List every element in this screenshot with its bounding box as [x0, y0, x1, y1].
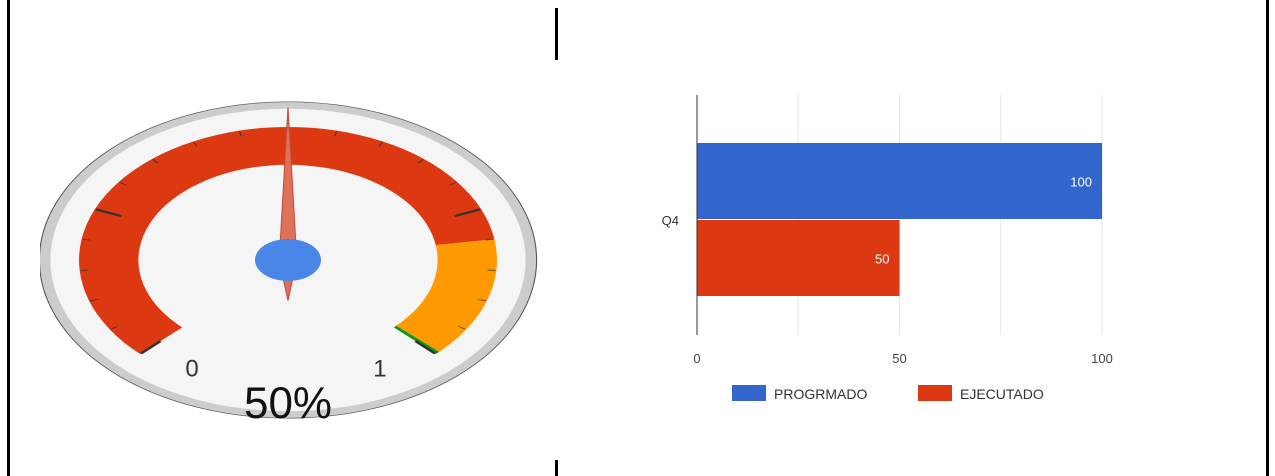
gauge-value-label: 50% — [244, 379, 332, 428]
bar-ejecutado — [697, 220, 900, 296]
gauge-band-2 — [393, 325, 440, 355]
legend-swatch — [732, 385, 766, 401]
gauge-min-label: 0 — [185, 355, 198, 382]
bar-progrmado — [697, 143, 1102, 219]
legend-label: EJECUTADO — [960, 386, 1044, 402]
gauge-minor-tick — [238, 131, 242, 137]
gauge-minor-tick — [119, 181, 127, 186]
x-tick-label: 100 — [1091, 351, 1113, 366]
gauge-band-1 — [396, 239, 497, 352]
gauge-minor-tick — [193, 141, 198, 147]
bar-chart: 100 50 0 50 100 Q4 PROGRMADO EJECUTADO — [640, 90, 1140, 420]
gauge-minor-tick — [152, 159, 159, 164]
gauge-band-0 — [79, 126, 495, 355]
gauge-major-tick — [139, 340, 162, 355]
category-label: Q4 — [662, 213, 679, 228]
divider-line-bottom — [555, 460, 558, 476]
gauge-chart: 0 1 50% — [38, 75, 540, 445]
gauge-svg: 0 1 50% — [38, 101, 538, 428]
gauge-major-tick — [454, 208, 481, 218]
gauge-max-label: 1 — [373, 355, 386, 382]
right-border-line — [1266, 0, 1269, 476]
legend-swatch — [918, 385, 952, 401]
legend-label: PROGRMADO — [774, 386, 867, 402]
gauge-minor-tick — [417, 159, 424, 164]
bar-svg: 100 50 0 50 100 Q4 PROGRMADO EJECUTADO — [662, 95, 1113, 402]
gauge-minor-tick — [458, 326, 466, 330]
gauge-minor-tick — [334, 131, 338, 137]
gauge-minor-tick — [478, 299, 486, 302]
gauge-hub — [255, 239, 321, 281]
gauge-major-tick — [414, 340, 437, 355]
gauge-minor-tick — [82, 238, 91, 241]
gauge-major-tick — [95, 208, 122, 218]
gauge-minor-tick — [110, 326, 118, 330]
divider-line-top — [555, 8, 558, 60]
x-tick-label: 50 — [892, 351, 906, 366]
x-tick-label: 0 — [693, 351, 700, 366]
bar-data-label: 100 — [1070, 175, 1092, 190]
gauge-minor-tick — [378, 141, 383, 147]
gauge-minor-tick — [90, 299, 98, 302]
left-border-line — [7, 0, 10, 476]
bar-data-label: 50 — [875, 252, 889, 267]
gauge-minor-tick — [485, 238, 494, 241]
gauge-minor-tick — [449, 181, 457, 186]
